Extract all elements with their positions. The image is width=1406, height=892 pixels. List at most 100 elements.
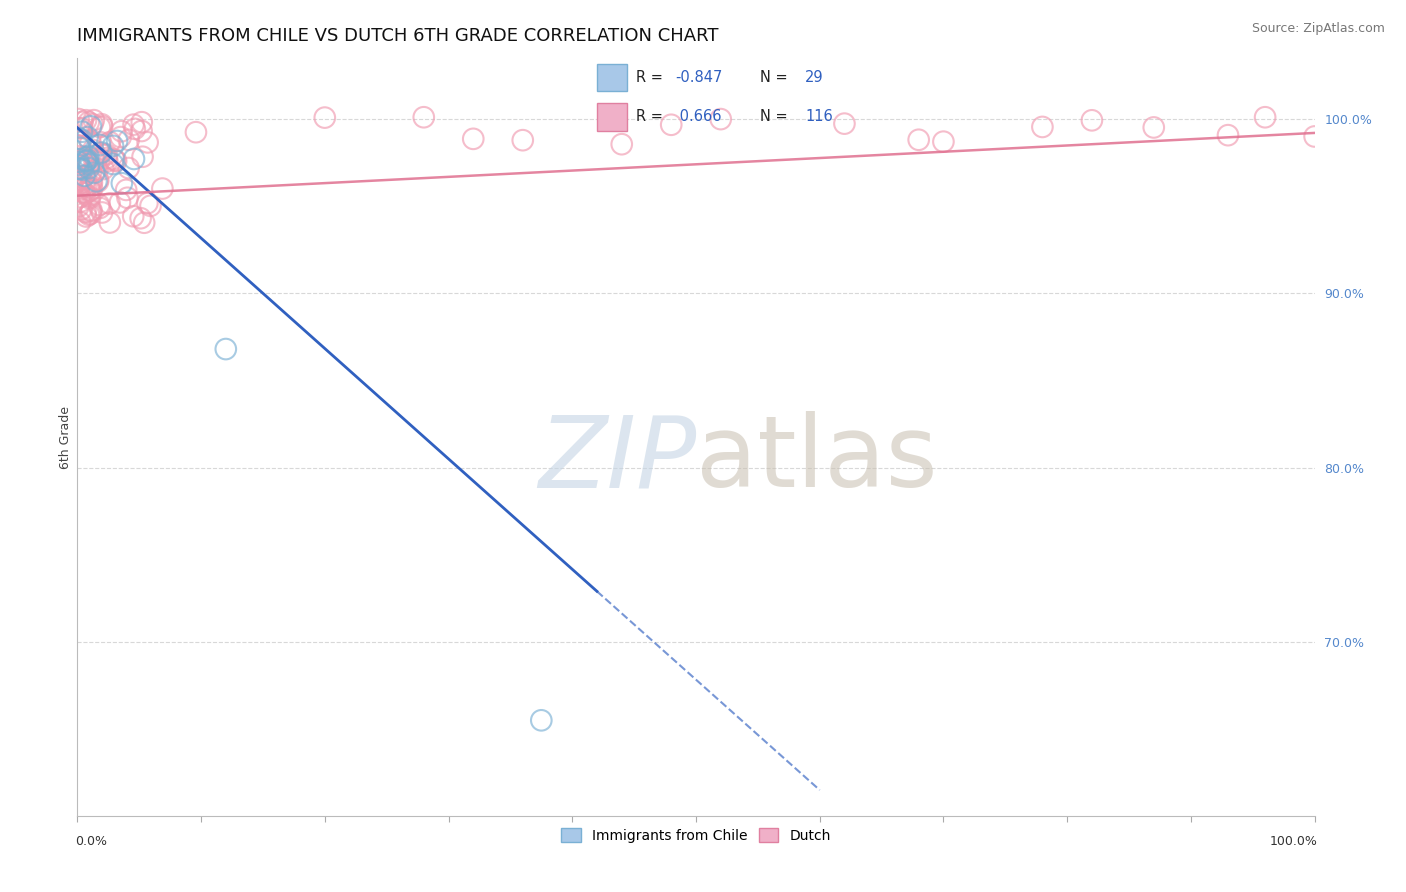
Point	[75, 154, 97, 169]
Point	[89, 120, 111, 135]
Point	[150, 181, 173, 195]
Point	[80, 184, 103, 198]
Point	[80, 174, 103, 188]
Point	[72, 186, 94, 200]
Point	[86, 162, 108, 177]
Point	[77, 157, 100, 171]
Point	[82, 181, 104, 195]
Point	[67, 184, 90, 198]
Point	[87, 155, 110, 169]
Point	[91, 205, 114, 219]
Point	[73, 153, 96, 167]
Point	[67, 131, 90, 145]
Point	[122, 209, 145, 223]
Point	[83, 153, 105, 168]
Point	[108, 195, 131, 210]
Point	[69, 194, 91, 209]
Point	[110, 130, 132, 145]
Point	[131, 115, 153, 129]
Point	[76, 160, 98, 174]
Point	[86, 174, 108, 188]
Text: ZIP: ZIP	[537, 411, 696, 508]
Point	[67, 121, 90, 136]
Point	[67, 149, 90, 163]
Point	[136, 196, 159, 211]
Point	[67, 158, 90, 172]
Point	[79, 206, 101, 220]
Text: R =: R =	[636, 70, 668, 85]
Text: R =: R =	[636, 110, 668, 124]
Point	[124, 121, 146, 136]
Point	[136, 136, 159, 150]
Text: 100.0%: 100.0%	[1270, 835, 1317, 848]
Text: 0.0%: 0.0%	[75, 835, 107, 848]
Point	[89, 201, 111, 215]
Point	[75, 205, 97, 219]
Point	[69, 190, 91, 204]
Point	[69, 141, 91, 155]
Point	[77, 161, 100, 176]
Point	[96, 154, 118, 169]
Point	[67, 139, 90, 153]
Bar	[596, 63, 627, 92]
Text: 0.666: 0.666	[675, 110, 721, 124]
Text: atlas: atlas	[696, 411, 938, 508]
Bar	[596, 103, 627, 131]
Point	[72, 115, 94, 129]
Point	[610, 137, 633, 152]
Point	[80, 204, 103, 219]
Point	[67, 173, 90, 187]
Point	[93, 147, 115, 161]
Point	[122, 118, 145, 132]
Point	[87, 173, 110, 187]
Point	[118, 133, 141, 147]
Point	[89, 146, 111, 161]
Legend: Immigrants from Chile, Dutch: Immigrants from Chile, Dutch	[553, 820, 839, 851]
Point	[512, 133, 534, 147]
Point	[73, 177, 96, 191]
Point	[80, 176, 103, 190]
Point	[82, 117, 104, 131]
Point	[110, 124, 132, 138]
Point	[314, 111, 336, 125]
Point	[75, 149, 97, 163]
Point	[91, 162, 114, 177]
Point	[75, 113, 97, 128]
Point	[73, 156, 96, 170]
Point	[139, 199, 162, 213]
Point	[117, 161, 139, 175]
Point	[710, 112, 733, 127]
Point	[101, 157, 124, 171]
Point	[70, 125, 93, 139]
Point	[67, 172, 90, 186]
Point	[98, 135, 121, 149]
Point	[67, 112, 90, 126]
Point	[75, 171, 97, 186]
Point	[67, 178, 90, 192]
Point	[83, 113, 105, 128]
Point	[834, 117, 856, 131]
Point	[117, 191, 139, 205]
Point	[79, 191, 101, 205]
Point	[111, 176, 134, 190]
Point	[72, 162, 94, 177]
Point	[80, 203, 103, 218]
Text: 116: 116	[806, 110, 834, 124]
Point	[463, 132, 485, 146]
Text: IMMIGRANTS FROM CHILE VS DUTCH 6TH GRADE CORRELATION CHART: IMMIGRANTS FROM CHILE VS DUTCH 6TH GRADE…	[77, 28, 718, 45]
Text: 29: 29	[806, 70, 824, 85]
Point	[70, 202, 93, 217]
Point	[73, 169, 96, 183]
Point	[70, 132, 93, 146]
Point	[131, 150, 153, 164]
Text: Source: ZipAtlas.com: Source: ZipAtlas.com	[1251, 22, 1385, 36]
Point	[1143, 120, 1166, 135]
Point	[73, 151, 96, 165]
Point	[412, 110, 434, 124]
Point	[1081, 113, 1104, 128]
Point	[79, 136, 101, 150]
Point	[84, 153, 107, 167]
Point	[90, 145, 112, 160]
Point	[1303, 129, 1326, 144]
Point	[90, 117, 112, 131]
